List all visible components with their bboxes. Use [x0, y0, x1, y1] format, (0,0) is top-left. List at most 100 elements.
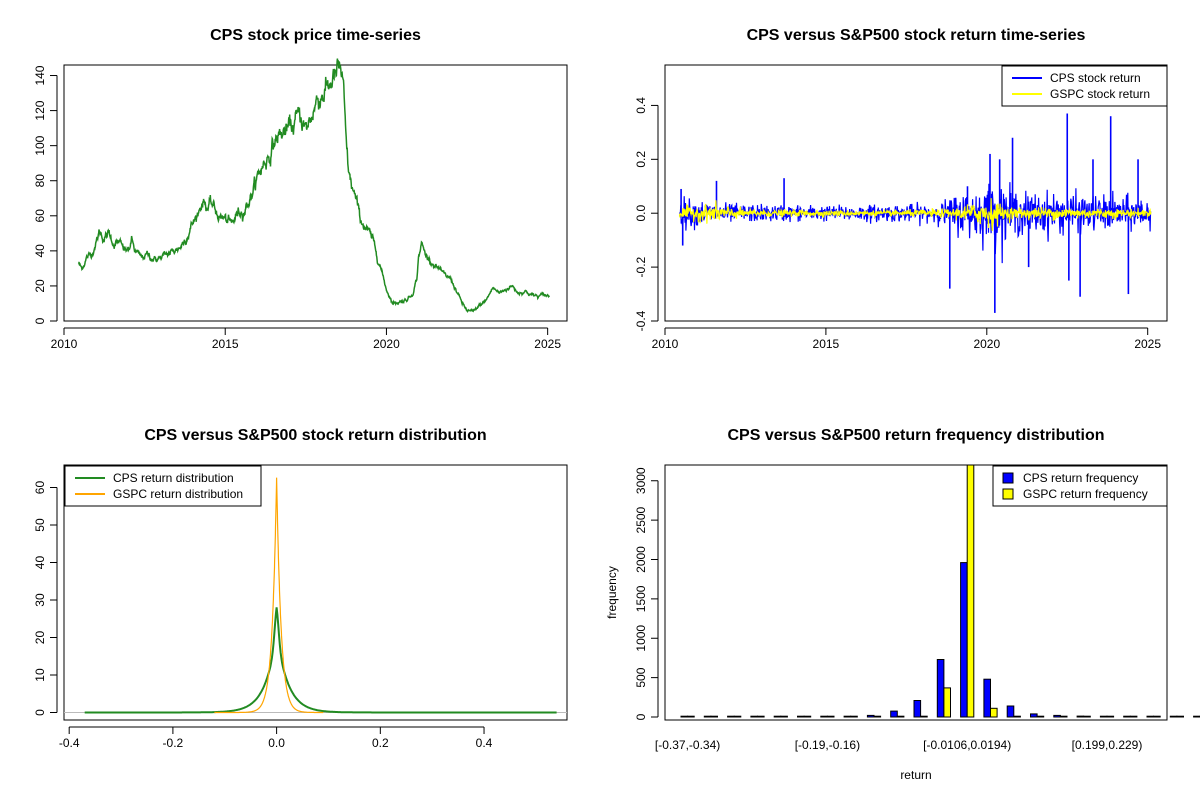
legend-box	[1001, 65, 1168, 107]
bar-cps	[820, 715, 828, 718]
bar-cps	[866, 714, 875, 718]
x-axis-label: return	[900, 768, 931, 782]
bar-gspc	[920, 715, 928, 718]
x-tick-label: 2010	[51, 337, 78, 351]
bar-gspc	[1129, 715, 1138, 718]
x-tick-label: 2025	[534, 337, 561, 351]
legend-swatch	[1002, 488, 1014, 500]
bar-gspc	[803, 715, 812, 718]
y-tick-label: 10	[33, 668, 47, 682]
x-tick-label: -0.4	[59, 736, 80, 750]
bar-gspc	[757, 715, 765, 718]
x-tick-label: [-0.0106,0.0194)	[923, 738, 1011, 752]
bar-cps	[1053, 714, 1061, 718]
bar-gspc	[1083, 715, 1091, 718]
x-tick-label: 2015	[212, 337, 239, 351]
y-tick-label: 40	[33, 244, 47, 258]
y-tick-label: 0	[33, 317, 47, 324]
y-tick-label: 0	[634, 713, 648, 720]
density-panel: CPS versus S&P500 stock return distribut…	[33, 427, 568, 750]
y-tick-label: -0.4	[634, 310, 648, 331]
x-tick-label: 2025	[1134, 337, 1161, 351]
bar-gspc	[1059, 715, 1068, 718]
bar-cps	[1076, 715, 1085, 718]
bar-gspc	[850, 715, 858, 718]
y-tick-label: 2000	[634, 546, 648, 573]
legend-label: GSPC return distribution	[113, 487, 243, 501]
legend-label: GSPC return frequency	[1023, 487, 1148, 501]
y-tick-label: 2500	[634, 506, 648, 533]
bar-cps	[936, 659, 945, 718]
legend-label: CPS return distribution	[113, 471, 234, 485]
y-tick-label: 60	[33, 209, 47, 223]
bar-cps	[727, 715, 735, 718]
y-tick-label: 50	[33, 518, 47, 532]
y-tick-label: 20	[33, 279, 47, 293]
y-tick-label: 40	[33, 556, 47, 570]
x-tick-label: 0.0	[268, 736, 285, 750]
bar-cps	[1123, 715, 1131, 718]
legend-swatch	[1002, 472, 1014, 484]
chart-title: CPS versus S&P500 stock return distribut…	[144, 427, 486, 444]
frequency-panel: CPS versus S&P500 return frequency distr…	[605, 427, 1200, 782]
x-tick-label: 2020	[373, 337, 400, 351]
x-tick-label: [0.199,0.229)	[1072, 738, 1143, 752]
bar-gspc	[1153, 715, 1161, 718]
bar-cps	[680, 715, 689, 718]
y-tick-label: 100	[33, 135, 47, 155]
bar-cps	[797, 715, 805, 718]
x-tick-label: 2015	[813, 337, 840, 351]
x-tick-label: [-0.37,-0.34)	[655, 738, 720, 752]
chart-title: CPS versus S&P500 stock return time-seri…	[747, 27, 1086, 44]
bar-gspc	[943, 687, 952, 718]
y-tick-label: 140	[33, 65, 47, 85]
plot-frame	[63, 64, 568, 322]
chart-title: CPS stock price time-series	[210, 27, 421, 44]
y-tick-label: 1500	[634, 585, 648, 612]
legend-label: GSPC stock return	[1050, 87, 1150, 101]
bar-gspc	[826, 715, 835, 718]
x-tick-label: [-0.19,-0.16)	[795, 738, 860, 752]
y-tick-label: 120	[33, 100, 47, 120]
bar-gspc	[1013, 715, 1021, 718]
bar-cps	[1006, 705, 1015, 718]
y-tick-label: 30	[33, 593, 47, 607]
bar-cps	[750, 715, 759, 718]
x-tick-label: 2020	[973, 337, 1000, 351]
bar-gspc	[733, 715, 742, 718]
legend-label: CPS return frequency	[1023, 471, 1138, 485]
y-tick-label: 0.4	[634, 97, 648, 114]
bar-cps	[960, 562, 968, 718]
y-tick-label: -0.2	[634, 256, 648, 277]
bar-gspc	[990, 707, 998, 718]
returns-panel: CPS versus S&P500 stock return time-seri…	[634, 27, 1168, 351]
x-tick-label: -0.2	[163, 736, 184, 750]
bar-cps	[843, 715, 852, 718]
legend-label: CPS stock return	[1050, 71, 1141, 85]
x-tick-label: 0.4	[476, 736, 493, 750]
y-tick-label: 0.2	[634, 151, 648, 168]
bar-gspc	[873, 715, 882, 718]
y-tick-label: 0.0	[634, 205, 648, 222]
series-line-cps-return	[678, 182, 1152, 264]
bar-cps	[1146, 715, 1155, 718]
series-line-gspc-return	[678, 198, 1152, 231]
bar-cps	[983, 678, 992, 718]
y-tick-label: 3000	[634, 467, 648, 494]
bar-cps	[890, 710, 898, 718]
plot-frame	[664, 64, 1168, 322]
bar-cps	[703, 715, 712, 718]
x-tick-label: 0.2	[372, 736, 389, 750]
y-tick-label: 0	[33, 709, 47, 716]
bar-gspc	[780, 715, 788, 718]
y-tick-label: 1000	[634, 625, 648, 652]
series-line-cps-density	[84, 607, 557, 714]
y-tick-label: 20	[33, 631, 47, 645]
bar-gspc	[687, 715, 695, 718]
bar-gspc	[1176, 715, 1185, 718]
y-tick-label: 80	[33, 174, 47, 188]
bar-cps	[773, 715, 782, 718]
y-tick-label: 500	[634, 667, 648, 687]
